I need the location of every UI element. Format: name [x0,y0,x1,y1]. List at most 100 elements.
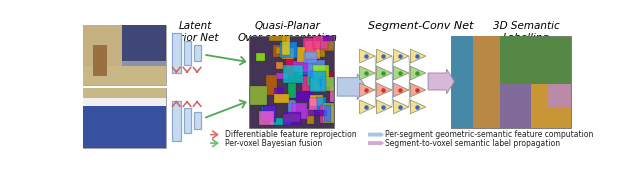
Bar [292,61,310,72]
Bar [273,45,289,57]
Bar [303,38,316,51]
FancyBboxPatch shape [172,101,181,141]
Bar [531,51,570,84]
Polygon shape [394,49,409,63]
Polygon shape [410,100,426,114]
Bar [250,36,334,128]
Bar [282,36,289,55]
Text: Per-segment geometric-semantic feature computation: Per-segment geometric-semantic feature c… [385,130,593,139]
Bar [302,76,314,92]
Bar [320,77,334,87]
Bar [276,73,288,79]
Bar [285,55,294,76]
Polygon shape [376,66,392,80]
Bar [83,106,166,148]
Text: Per-voxel Bayesian fusion: Per-voxel Bayesian fusion [225,139,322,148]
Bar [314,85,320,92]
Text: Latent
Prior Net: Latent Prior Net [173,21,218,43]
Bar [547,84,570,107]
Bar [321,77,334,91]
FancyArrow shape [428,69,454,94]
Polygon shape [394,66,409,80]
Bar [297,47,305,62]
Bar [312,65,329,79]
Bar [122,25,166,61]
Text: Quasi-Planar
Over-segmentation: Quasi-Planar Over-segmentation [238,21,338,43]
Polygon shape [410,66,426,80]
Bar [257,53,265,61]
Polygon shape [376,83,392,97]
Bar [83,88,166,106]
Bar [250,86,267,105]
Bar [262,106,276,119]
Bar [531,84,570,128]
Bar [282,48,294,59]
Bar [306,49,325,57]
Bar [308,60,325,77]
Bar [283,64,303,83]
Bar [259,111,274,125]
Bar [93,45,107,76]
Bar [305,41,319,59]
Bar [83,25,166,85]
Bar [310,71,326,92]
Bar [83,88,166,148]
Polygon shape [360,83,375,97]
Bar [276,62,283,69]
Polygon shape [410,83,426,97]
Polygon shape [360,49,375,63]
Bar [310,78,326,91]
Bar [307,65,318,86]
Bar [83,66,166,85]
Bar [269,36,285,41]
Bar [288,100,296,115]
Bar [330,85,334,102]
Bar [307,109,314,124]
Bar [451,36,570,128]
Text: Segment-Conv Net: Segment-Conv Net [367,21,473,31]
FancyArrow shape [368,140,384,146]
Bar [83,98,166,106]
Bar [500,36,531,84]
Bar [310,95,323,106]
Bar [292,103,307,119]
Bar [274,94,289,103]
Bar [312,36,328,49]
Bar [320,105,334,123]
Bar [324,36,334,51]
Text: Differentiable feature reprojection: Differentiable feature reprojection [225,130,356,139]
FancyBboxPatch shape [184,108,191,133]
FancyBboxPatch shape [184,41,191,65]
Bar [83,25,122,85]
Polygon shape [376,100,392,114]
Bar [323,36,334,41]
Bar [266,75,277,95]
Bar [308,98,317,110]
FancyBboxPatch shape [194,112,201,129]
Bar [274,88,284,98]
Polygon shape [360,100,375,114]
Bar [320,72,334,85]
Polygon shape [394,100,409,114]
Bar [304,52,317,63]
Text: 3D Semantic
Labelling: 3D Semantic Labelling [493,21,560,43]
Bar [500,84,531,128]
FancyArrow shape [368,132,384,137]
Bar [473,36,500,99]
Bar [473,99,500,128]
Bar [288,83,296,98]
Text: Segment-to-voxel semantic label propagation: Segment-to-voxel semantic label propagat… [385,139,560,148]
Bar [270,119,291,125]
Bar [298,69,316,75]
Bar [321,36,334,50]
Polygon shape [360,66,375,80]
Bar [316,97,326,112]
Bar [451,36,473,128]
FancyBboxPatch shape [194,45,201,61]
Polygon shape [410,49,426,63]
Bar [295,92,314,101]
Bar [284,114,300,121]
Bar [276,47,285,54]
Bar [122,25,166,85]
Bar [323,103,334,123]
